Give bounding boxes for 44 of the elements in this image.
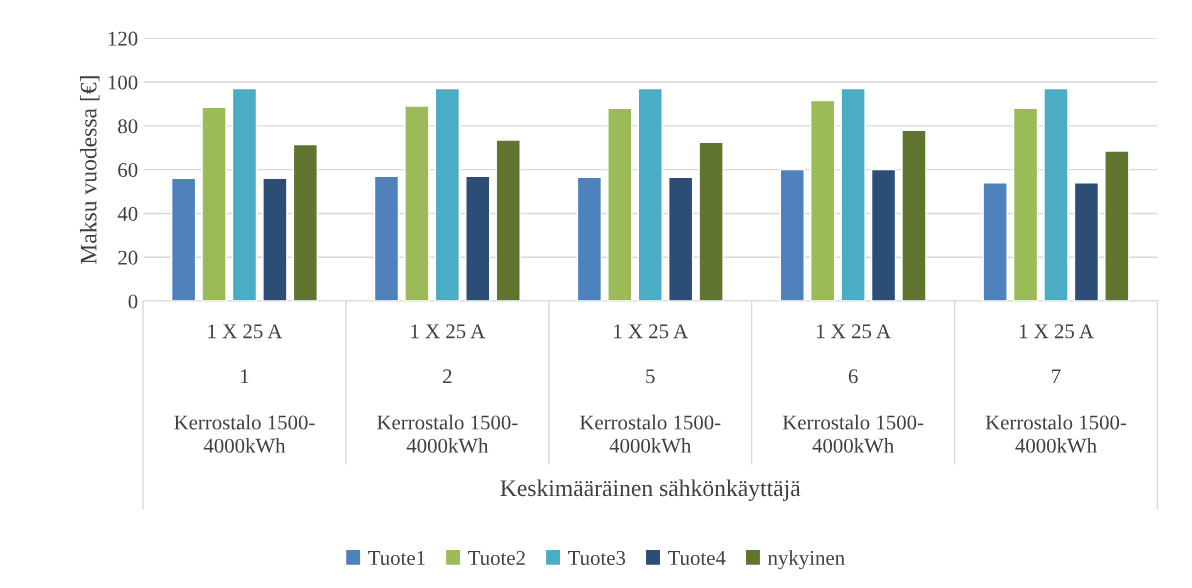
legend-label: nykyinen — [768, 550, 845, 570]
bar — [434, 87, 461, 302]
bar — [607, 107, 633, 302]
bar — [870, 168, 897, 302]
bar — [465, 175, 491, 302]
bar — [637, 87, 663, 302]
y-tick-label: 60 — [118, 163, 138, 178]
legend-label: Tuote1 — [368, 551, 425, 565]
legend-label: Tuote3 — [568, 550, 626, 565]
category-label: 1 X 25 A 7 Kerrostalo 1500- 4000kWh — [985, 324, 1127, 453]
bar — [262, 177, 288, 302]
bar — [901, 129, 927, 302]
bar — [1073, 182, 1100, 302]
bar — [201, 106, 227, 302]
legend-label: Tuote2 — [468, 550, 525, 565]
bar — [982, 182, 1008, 302]
y-axis-title: Maksu vuodessa [€] — [79, 76, 100, 265]
text: Keskimääräinen sähkönkäyttäjä — [500, 479, 801, 502]
bar — [404, 105, 430, 302]
category-label: 1 X 25 A 1 Kerrostalo 1500- 4000kWh — [174, 324, 315, 453]
bar — [1043, 87, 1069, 302]
bar — [1104, 150, 1130, 302]
bar — [1012, 107, 1039, 302]
y-tick-label: 100 — [108, 75, 138, 90]
legend-label: Tuote4 — [667, 551, 726, 565]
y-tick-label: 40 — [117, 206, 138, 221]
y-tick-label: 0 — [128, 294, 138, 309]
y-tick-label: 120 — [108, 31, 138, 46]
y-tick-label: 20 — [118, 250, 138, 265]
bar — [698, 141, 724, 302]
category-label: 1 X 25 A 6 Kerrostalo 1500- 4000kWh — [782, 324, 924, 453]
y-tick-label: 80 — [118, 119, 138, 134]
bar — [495, 139, 521, 302]
bar — [779, 168, 805, 302]
bar — [231, 87, 258, 302]
bar — [668, 176, 694, 302]
bar — [840, 87, 866, 302]
bar — [373, 175, 400, 302]
category-label: 1 X 25 A 2 Kerrostalo 1500- 4000kWh — [377, 324, 518, 453]
bar — [810, 99, 836, 302]
bar — [170, 177, 197, 302]
category-label: 1 X 25 A 5 Kerrostalo 1500- 4000kWh — [579, 324, 721, 453]
bar — [576, 176, 603, 302]
bar — [292, 143, 319, 302]
